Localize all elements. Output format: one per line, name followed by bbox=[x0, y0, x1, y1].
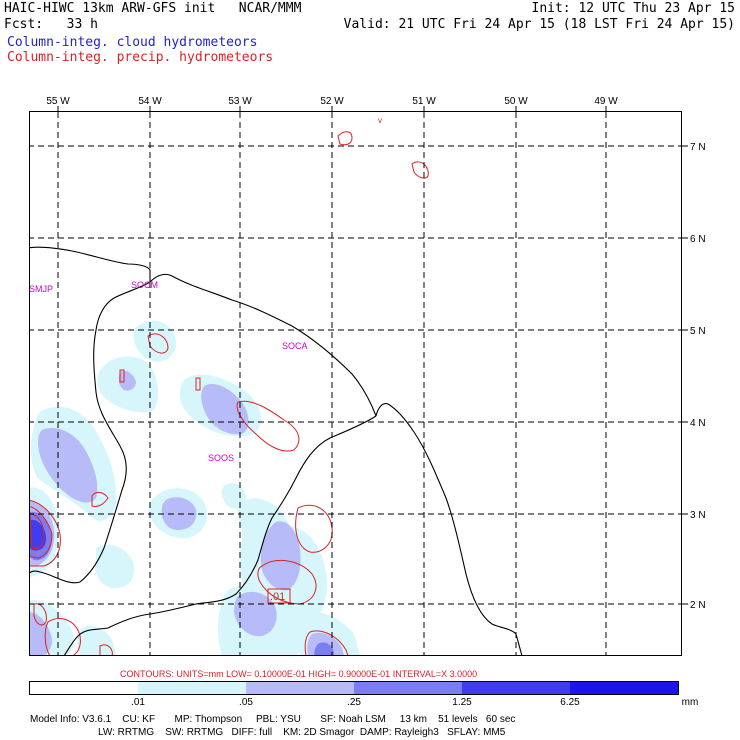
lon-label: 51 W bbox=[412, 96, 436, 107]
colorbar-segment bbox=[138, 682, 246, 694]
title: HAIC-HIWC 13km ARW-GFS init NCAR/MMM bbox=[4, 1, 302, 16]
lat-label: 4 N bbox=[690, 418, 706, 429]
init-time: Init: 12 UTC Thu 23 Apr 15 bbox=[531, 1, 736, 16]
lon-labels: 55 W 54 W 53 W 52 W 51 W 50 W 49 W bbox=[46, 96, 618, 107]
colorbar-segment bbox=[462, 682, 570, 694]
colorbar-labels: .01 .05 .25 1.25 6.25 mm bbox=[131, 697, 698, 708]
coastlines bbox=[30, 246, 523, 655]
colorbar-label: .25 bbox=[347, 697, 361, 708]
lon-label: 54 W bbox=[138, 96, 162, 107]
colorbar-segment bbox=[30, 682, 138, 694]
colorbar-segment bbox=[246, 682, 354, 694]
map-frame bbox=[29, 111, 682, 656]
lat-label: 5 N bbox=[690, 326, 706, 337]
colorbar-unit: mm bbox=[682, 697, 699, 708]
colorbar-label: .01 bbox=[131, 697, 145, 708]
contours-info: CONTOURS: UNITS=mm LOW= 0.10000E-01 HIGH… bbox=[120, 669, 477, 679]
lon-label: 53 W bbox=[228, 96, 252, 107]
station-smjp: SMJP bbox=[29, 284, 53, 294]
axis-ticks bbox=[57, 106, 688, 605]
forecast-hour: Fcst: 33 h bbox=[4, 17, 98, 32]
colorbar-border bbox=[29, 681, 679, 695]
lon-label: 50 W bbox=[504, 96, 528, 107]
map-field: .01 v bbox=[30, 112, 681, 655]
cloud-shading-darkest bbox=[30, 519, 46, 551]
contour-label: .01 bbox=[270, 591, 285, 603]
station-labels: SMJP SOCM SOCA SOOS bbox=[29, 280, 308, 463]
lon-label: 49 W bbox=[594, 96, 618, 107]
lat-label: 7 N bbox=[690, 142, 706, 153]
model-info-line-2: LW: RRTMG SW: RRTMG DIFF: full KM: 2D Sm… bbox=[98, 727, 506, 738]
lat-label: 2 N bbox=[690, 600, 706, 611]
colorbar-label: 6.25 bbox=[560, 697, 580, 708]
colorbar bbox=[29, 681, 679, 695]
colorbar-segment bbox=[570, 682, 678, 694]
lon-label: 52 W bbox=[320, 96, 344, 107]
station-soos: SOOS bbox=[208, 453, 234, 463]
latlon-grid bbox=[30, 112, 681, 655]
lat-label: 6 N bbox=[690, 234, 706, 245]
valid-time: Valid: 21 UTC Fri 24 Apr 15 (18 LST Fri … bbox=[343, 17, 735, 32]
station-socm: SOCM bbox=[131, 280, 158, 290]
legend-precip: Column-integ. precip. hydrometeors bbox=[7, 50, 274, 65]
stray-contour-label: v bbox=[378, 116, 382, 125]
legend-cloud: Column-integ. cloud hydrometeors bbox=[7, 35, 258, 50]
colorbar-segment bbox=[354, 682, 462, 694]
lat-label: 3 N bbox=[690, 510, 706, 521]
model-info-line-1: Model Info: V3.6.1 CU: KF MP: Thompson P… bbox=[30, 714, 515, 725]
colorbar-label: .05 bbox=[239, 697, 253, 708]
lon-label: 55 W bbox=[46, 96, 70, 107]
lat-labels: 7 N 6 N 5 N 4 N 3 N 2 N bbox=[690, 142, 706, 611]
station-soca: SOCA bbox=[282, 341, 308, 351]
colorbar-label: 1.25 bbox=[452, 697, 472, 708]
